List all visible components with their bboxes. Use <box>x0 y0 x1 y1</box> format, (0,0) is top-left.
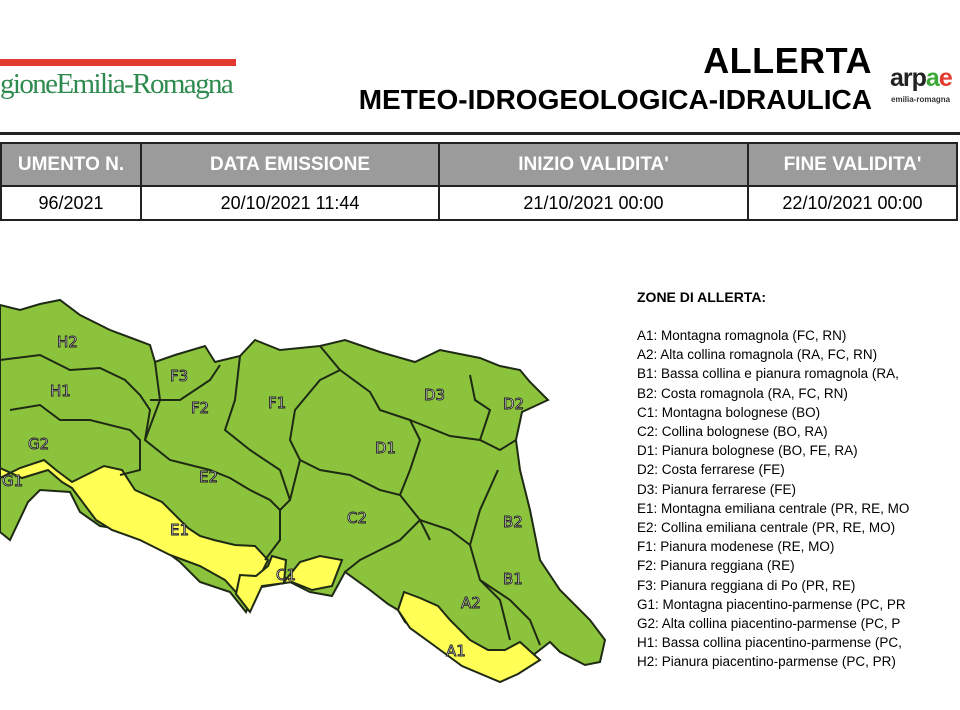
legend-item: E1: Montagna emiliana centrale (PR, RE, … <box>637 500 910 516</box>
arpae-logo: arpae <box>890 64 953 93</box>
legend-item: E2: Collina emiliana centrale (PR, RE, M… <box>637 520 896 536</box>
validity-start: 21/10/2021 00:00 <box>438 185 749 221</box>
legend-item: F3: Pianura reggiana di Po (PR, RE) <box>637 577 856 593</box>
zone-label-f2: F2 <box>191 399 209 417</box>
zone-label-f1: F1 <box>268 394 286 412</box>
validity-end: 22/10/2021 00:00 <box>747 185 958 221</box>
zone-label-f3: F3 <box>170 367 188 385</box>
zone-c1-area <box>234 554 344 614</box>
arpae-logo-part: a <box>925 64 940 92</box>
legend-item: D1: Pianura bolognese (BO, FE, RA) <box>637 443 858 459</box>
zone-label-a2: A2 <box>461 594 481 612</box>
legend-item: H1: Bassa collina piacentino-parmense (P… <box>637 635 902 651</box>
zone-label-d3: D3 <box>424 386 445 404</box>
zone-label-g1: G1 <box>2 472 23 490</box>
table-header-row: UMENTO N. DATA EMISSIONE INIZIO VALIDITA… <box>0 142 958 187</box>
legend-item: A1: Montagna romagnola (FC, RN) <box>637 328 847 343</box>
zone-label-h1: H1 <box>50 382 71 400</box>
zone-label-e2: E2 <box>199 468 218 486</box>
zone-a1-area <box>396 590 542 684</box>
zone-label-b2: B2 <box>503 513 523 531</box>
legend-item: B2: Costa romagnola (RA, FC, RN) <box>637 385 848 401</box>
table-row: 96/2021 20/10/2021 11:44 21/10/2021 00:0… <box>0 185 958 221</box>
zone-border <box>469 374 492 441</box>
legend-item: G1: Montagna piacentino-parmense (PC, PR <box>637 596 906 612</box>
header-validity-start: INIZIO VALIDITA' <box>438 142 749 187</box>
zone-border <box>479 579 541 646</box>
zone-label-b1: B1 <box>503 570 523 588</box>
zone-border <box>344 518 511 641</box>
arpae-logo-part: e <box>938 64 953 92</box>
header-validity-end: FINE VALIDITA' <box>747 142 958 187</box>
zone-border <box>339 369 431 541</box>
page-subtitle: METEO-IDROGEOLOGICA-IDRAULICA <box>358 84 872 115</box>
zone-g1-e1-area <box>0 458 270 602</box>
region-logo: gioneEmilia-Romagna <box>0 68 234 100</box>
region-outline <box>0 298 607 682</box>
legend-item: H2: Pianura piacentino-parmense (PC, PR) <box>637 654 896 670</box>
page-title: ALLERTA <box>703 40 872 81</box>
region-logo-bar <box>0 59 236 66</box>
arpae-logo-part: arp <box>890 64 927 92</box>
zone-label-h2: H2 <box>57 333 78 351</box>
legend-item: F2: Pianura reggiana (RE) <box>637 558 795 574</box>
legend-item: G2: Alta collina piacentino-parmense (PC… <box>637 616 901 632</box>
legend-item: D2: Costa ferrarese (FE) <box>637 462 785 478</box>
zone-border <box>299 459 401 496</box>
zone-label-d2: D2 <box>503 395 524 413</box>
zones-legend: A1: Montagna romagnola (FC, RN) A2: Alta… <box>637 326 955 672</box>
zone-border <box>0 353 152 441</box>
zone-label-g2: G2 <box>28 435 49 453</box>
header-document-number: UMENTO N. <box>0 142 142 187</box>
zone-label-c1: C1 <box>276 566 296 584</box>
legend-item: C1: Montagna bolognese (BO) <box>637 404 821 420</box>
zone-border <box>9 403 141 476</box>
legend-item: D3: Pianura ferrarese (FE) <box>637 481 797 497</box>
legend-item: C2: Collina bolognese (BO, RA) <box>637 424 828 440</box>
zone-border <box>143 361 281 561</box>
bulletin-info-table: UMENTO N. DATA EMISSIONE INIZIO VALIDITA… <box>0 142 958 221</box>
legend-title: ZONE DI ALLERTA: <box>637 289 767 305</box>
document-number: 96/2021 <box>0 185 142 221</box>
issue-date: 20/10/2021 11:44 <box>140 185 440 221</box>
legend-item: B1: Bassa collina e pianura romagnola (R… <box>637 366 899 382</box>
zone-label-d1: D1 <box>375 439 396 457</box>
zone-label-a1: A1 <box>446 642 466 660</box>
legend-item: A2: Alta collina romagnola (RA, FC, RN) <box>637 347 878 363</box>
zone-border <box>469 469 499 546</box>
zone-label-c2: C2 <box>347 509 367 527</box>
header-divider <box>0 132 960 135</box>
zone-border <box>150 364 221 401</box>
header-issue-date: DATA EMISSIONE <box>140 142 440 187</box>
zone-label-e1: E1 <box>170 521 189 539</box>
legend-item: F1: Pianura modenese (RE, MO) <box>637 539 835 555</box>
arpae-logo-subtitle: emilia-romagna <box>891 95 951 104</box>
